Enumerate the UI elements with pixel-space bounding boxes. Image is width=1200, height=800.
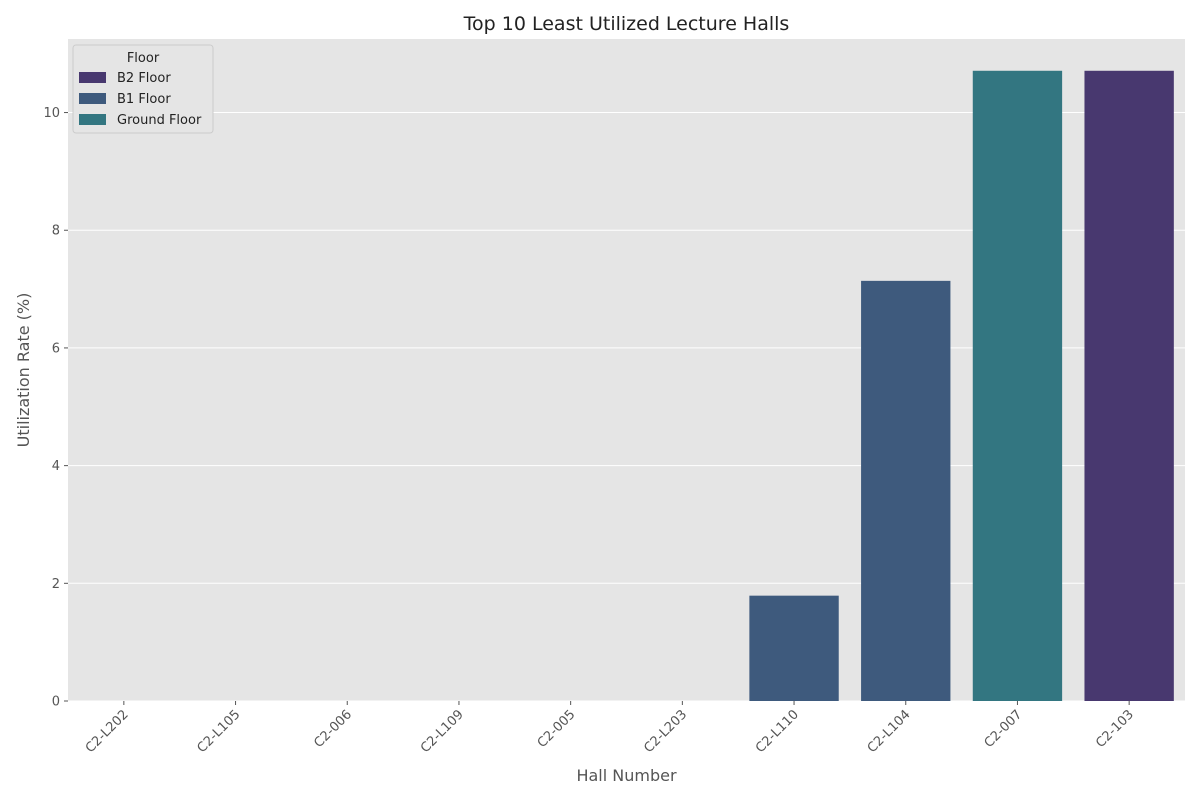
x-tick-label: C2-L202 (83, 707, 132, 756)
x-axis-label: Hall Number (576, 766, 677, 785)
y-tick-label: 2 (52, 577, 60, 592)
legend-swatch-b2-floor (79, 72, 106, 83)
y-tick-label: 0 (52, 695, 60, 710)
y-tick-label: 10 (43, 106, 60, 121)
bars (749, 70, 1174, 701)
legend-swatch-ground-floor (79, 114, 106, 125)
legend: Floor B2 Floor B1 Floor Ground Floor (72, 44, 214, 134)
x-tick-label: C2-007 (982, 707, 1026, 751)
legend-title: Floor (127, 51, 160, 66)
legend-label-b2-floor: B2 Floor (117, 71, 171, 86)
chart-title: Top 10 Least Utilized Lecture Halls (463, 13, 790, 35)
bar-c2-103 (1084, 70, 1174, 701)
y-tick-label: 6 (52, 341, 60, 356)
legend-box (72, 44, 214, 134)
legend-label-ground-floor: Ground Floor (117, 113, 202, 128)
y-tick-label: 4 (52, 459, 60, 474)
bar-c2-007 (972, 70, 1063, 701)
y-axis-label: Utilization Rate (%) (14, 293, 33, 448)
bar-c2-l104 (861, 280, 951, 701)
y-ticks: 0 2 4 6 8 10 (43, 106, 68, 710)
x-tick-label: C2-L203 (641, 707, 690, 756)
x-tick-label: C2-103 (1093, 707, 1137, 751)
y-tick-label: 8 (52, 224, 60, 239)
x-tick-label: C2-L104 (865, 707, 914, 756)
legend-swatch-b1-floor (79, 93, 106, 104)
x-tick-label: C2-005 (535, 707, 579, 751)
legend-entries: B2 Floor B1 Floor Ground Floor (79, 71, 202, 128)
bar-c2-l110 (749, 595, 839, 701)
x-ticks: C2-L202 C2-L105 C2-006 C2-L109 C2-005 C2-L203… (83, 701, 1137, 756)
legend-label-b1-floor: B1 Floor (117, 92, 171, 107)
x-tick-label: C2-L109 (418, 707, 467, 756)
x-tick-label: C2-L110 (753, 707, 802, 756)
x-tick-label: C2-006 (311, 707, 355, 751)
x-tick-label: C2-L105 (195, 707, 244, 756)
